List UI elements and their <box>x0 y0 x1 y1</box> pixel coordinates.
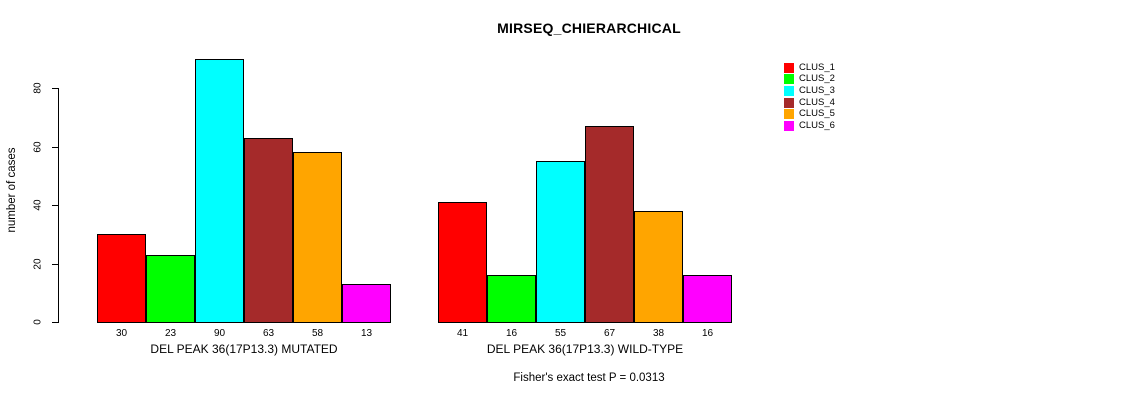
legend-item-clus_3: CLUS_3 <box>784 85 835 97</box>
bar-value-label: 58 <box>311 328 324 339</box>
legend-label: CLUS_5 <box>799 108 835 120</box>
bar-value-label: 16 <box>701 328 714 339</box>
legend-item-clus_2: CLUS_2 <box>784 74 835 86</box>
bar-clus_2-group1 <box>146 255 195 323</box>
y-tick-label: 60 <box>32 141 44 153</box>
legend-swatch-clus_3 <box>784 86 794 97</box>
y-axis-label: number of cases <box>6 147 18 233</box>
legend-item-clus_6: CLUS_6 <box>784 120 835 132</box>
y-tick-mark <box>52 264 59 265</box>
bar-value-label: 16 <box>505 328 518 339</box>
annotation-text: Fisher's exact test P = 0.0313 <box>513 372 665 384</box>
bar-clus_1-group2 <box>438 202 487 323</box>
bar-clus_3-group2 <box>536 161 585 323</box>
y-tick-label: 80 <box>32 82 44 94</box>
legend-swatch-clus_1 <box>784 62 794 73</box>
bar-clus_4-group2 <box>585 126 634 323</box>
group-label: DEL PEAK 36(17P13.3) WILD-TYPE <box>486 342 684 356</box>
bar-clus_5-group2 <box>634 211 683 323</box>
bar-value-label: 63 <box>262 328 275 339</box>
bar-value-label: 13 <box>360 328 373 339</box>
bar-value-label: 67 <box>603 328 616 339</box>
bar-clus_3-group1 <box>195 59 244 323</box>
legend-item-clus_4: CLUS_4 <box>784 97 835 109</box>
legend-swatch-clus_5 <box>784 109 794 120</box>
legend: CLUS_1 CLUS_2 CLUS_3 CLUS_4 CLUS_5 CLUS_6 <box>784 62 835 132</box>
legend-swatch-clus_2 <box>784 74 794 85</box>
bar-value-label: 41 <box>456 328 469 339</box>
bar-value-label: 55 <box>554 328 567 339</box>
bar-value-label: 90 <box>213 328 226 339</box>
bar-clus_1-group1 <box>97 234 146 323</box>
legend-swatch-clus_6 <box>784 121 794 132</box>
bar-clus_2-group2 <box>487 275 536 323</box>
bar-value-label: 38 <box>652 328 665 339</box>
legend-label: CLUS_2 <box>799 73 835 85</box>
y-tick-mark <box>52 205 59 206</box>
bar-value-label: 23 <box>164 328 177 339</box>
bar-clus_4-group1 <box>244 138 293 323</box>
bar-clus_5-group1 <box>293 152 342 323</box>
legend-label: CLUS_6 <box>799 120 835 132</box>
y-tick-mark <box>52 88 59 89</box>
group-label: DEL PEAK 36(17P13.3) MUTATED <box>150 342 338 356</box>
y-tick-label: 40 <box>32 199 44 211</box>
y-tick-mark <box>52 147 59 148</box>
legend-label: CLUS_4 <box>799 96 835 108</box>
chart-title: MIRSEQ_CHIERARCHICAL <box>497 20 681 36</box>
legend-label: CLUS_3 <box>799 85 835 97</box>
bar-clus_6-group2 <box>683 275 732 323</box>
bar-clus_6-group1 <box>342 284 391 323</box>
legend-item-clus_1: CLUS_1 <box>784 62 835 74</box>
legend-swatch-clus_4 <box>784 97 794 108</box>
legend-label: CLUS_1 <box>799 61 835 73</box>
y-tick-label: 0 <box>32 319 44 325</box>
y-tick-mark <box>52 322 59 323</box>
bar-value-label: 30 <box>115 328 128 339</box>
y-tick-label: 20 <box>32 258 44 270</box>
legend-item-clus_5: CLUS_5 <box>784 109 835 121</box>
